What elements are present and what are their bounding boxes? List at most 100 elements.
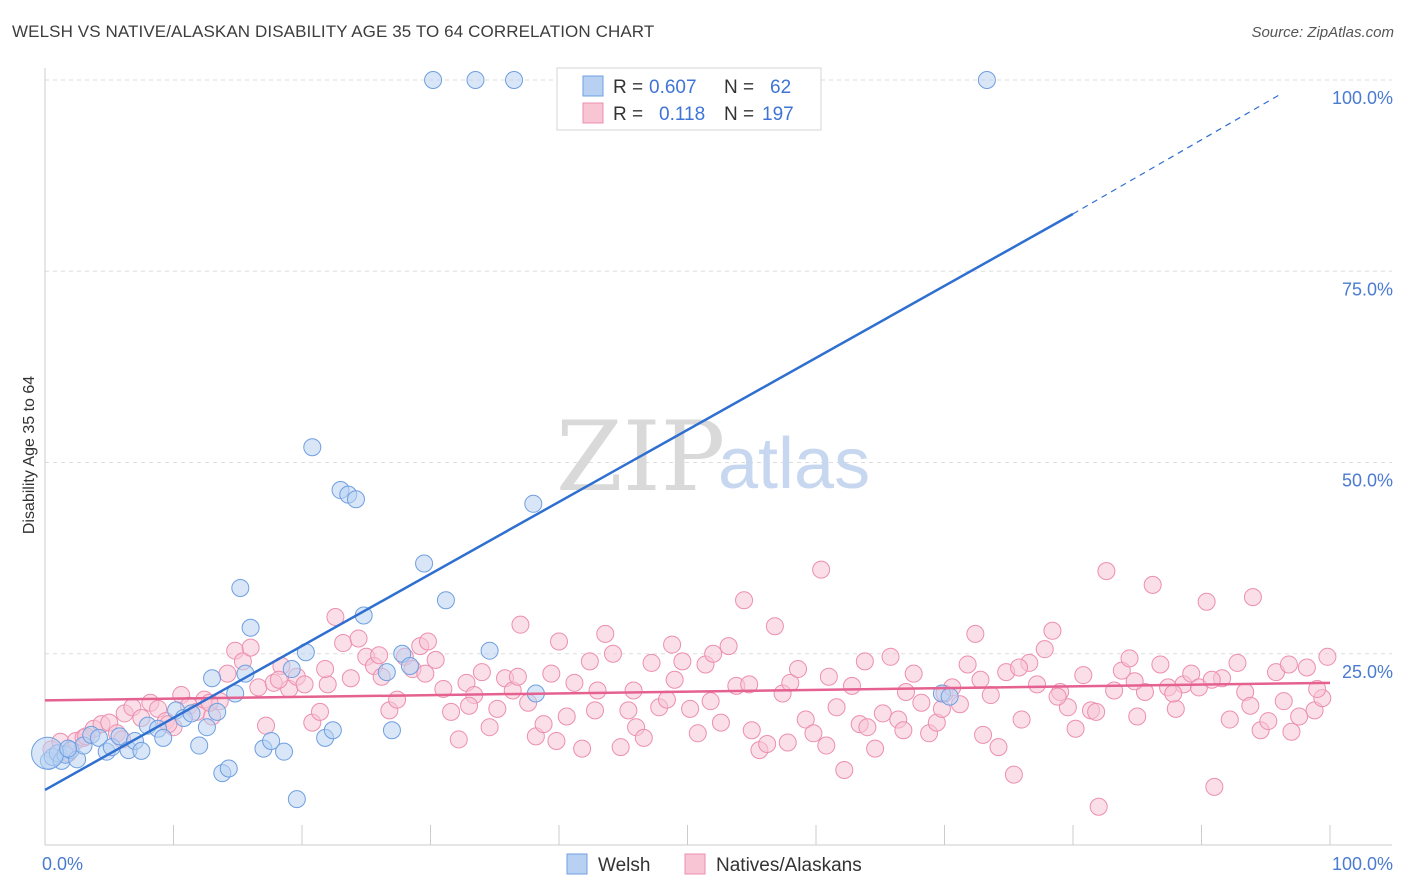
native-point [1197, 592, 1216, 611]
legend-welsh-n-label: N = [724, 77, 754, 98]
native-point [701, 692, 720, 711]
y-tick-labels: 25.0% 50.0% 75.0% 100.0% [1332, 88, 1393, 682]
legend-welsh-r-label: R = [613, 77, 643, 98]
welsh-point [303, 438, 322, 457]
native-point [318, 675, 337, 694]
legend-native-r-label: R = [613, 104, 643, 125]
welsh-point [977, 71, 996, 89]
native-point [370, 646, 389, 665]
native-point [596, 624, 615, 643]
native-point [657, 690, 676, 709]
native-point [434, 679, 453, 698]
bottom-legend-native-label: Natives/Alaskans [716, 855, 862, 876]
native-point [1279, 655, 1298, 674]
native-point [480, 718, 499, 737]
native-point [269, 670, 288, 689]
welsh-point [505, 71, 524, 89]
native-point [580, 652, 599, 671]
welsh-point [219, 759, 238, 778]
welsh-point [480, 641, 499, 660]
native-point [588, 681, 607, 700]
native-point [673, 652, 692, 671]
y-tick-label: 25.0% [1342, 662, 1393, 682]
native-point [1308, 679, 1327, 698]
legend-box: R = 0.607 N = 62 R = 0.118 N = 197 [556, 67, 822, 131]
legend-welsh-r-value: 0.607 [649, 77, 697, 98]
native-point [1010, 658, 1029, 677]
welsh-point [466, 71, 485, 89]
native-point [1220, 710, 1239, 729]
native-point [817, 736, 836, 755]
welsh-point [436, 591, 455, 610]
y-tick-label: 50.0% [1342, 471, 1393, 491]
native-point [804, 724, 823, 743]
native-point [624, 681, 643, 700]
native-point [896, 683, 915, 701]
native-point [511, 615, 530, 634]
native-point [719, 637, 738, 656]
native-point [1012, 710, 1031, 729]
welsh-point [424, 71, 443, 89]
native-point [642, 653, 661, 672]
legend-welsh-swatch [582, 75, 604, 97]
axes [44, 68, 1392, 846]
native-point [827, 698, 846, 717]
chart-title: WELSH VS NATIVE/ALASKAN DISABILITY AGE 3… [12, 22, 655, 41]
native-point [665, 670, 684, 689]
native-point [1228, 653, 1247, 672]
y-axis-label: Disability Age 35 to 64 [21, 376, 38, 534]
native-point [416, 664, 435, 683]
native-point [1043, 621, 1062, 640]
native-point [603, 644, 622, 663]
native-point [778, 733, 797, 752]
native-point [1259, 712, 1278, 731]
welsh-point [89, 728, 108, 747]
native-point [611, 738, 630, 757]
native-point [534, 715, 553, 734]
native-point [442, 702, 461, 721]
native-point [316, 660, 335, 679]
legend-welsh-n-value: 62 [770, 77, 791, 98]
native-point [1274, 692, 1293, 711]
welsh-point [415, 554, 434, 573]
native-point [1048, 687, 1067, 706]
y-tick-label: 100.0% [1332, 88, 1393, 108]
native-point [573, 739, 592, 758]
native-point [1318, 647, 1337, 666]
native-point [819, 667, 838, 686]
native-point [742, 721, 761, 740]
native-point [257, 716, 276, 735]
native-point [835, 761, 854, 780]
native-point [472, 663, 491, 682]
legend-native-r-value: 0.118 [659, 104, 705, 125]
native-point [894, 721, 913, 740]
welsh-point [31, 736, 65, 770]
welsh-trend-extension [1072, 94, 1279, 215]
native-point [974, 725, 993, 744]
bottom-legend: Welsh Natives/Alaskans [566, 853, 862, 876]
native-point [740, 675, 759, 694]
native-point [295, 675, 314, 694]
native-point [241, 638, 260, 657]
watermark-atlas: atlas [718, 424, 870, 504]
welsh-trend-line [44, 212, 1074, 792]
welsh-point [154, 728, 173, 747]
native-point [542, 664, 561, 683]
welsh-point [241, 618, 260, 637]
native-point [585, 701, 604, 720]
native-point [1164, 684, 1183, 703]
bottom-legend-native-swatch [684, 853, 706, 875]
native-point [1035, 640, 1054, 659]
welsh-point [377, 663, 396, 682]
watermark: ZIP atlas [556, 401, 870, 513]
native-point [981, 686, 1000, 705]
native-point [796, 710, 815, 729]
welsh-points [31, 71, 996, 809]
welsh-point [282, 660, 301, 679]
grid-lines [45, 79, 1392, 655]
source-label: Source: ZipAtlas.com [1251, 24, 1394, 41]
native-point [1004, 765, 1023, 784]
native-point [547, 731, 566, 750]
native-point [349, 629, 368, 648]
